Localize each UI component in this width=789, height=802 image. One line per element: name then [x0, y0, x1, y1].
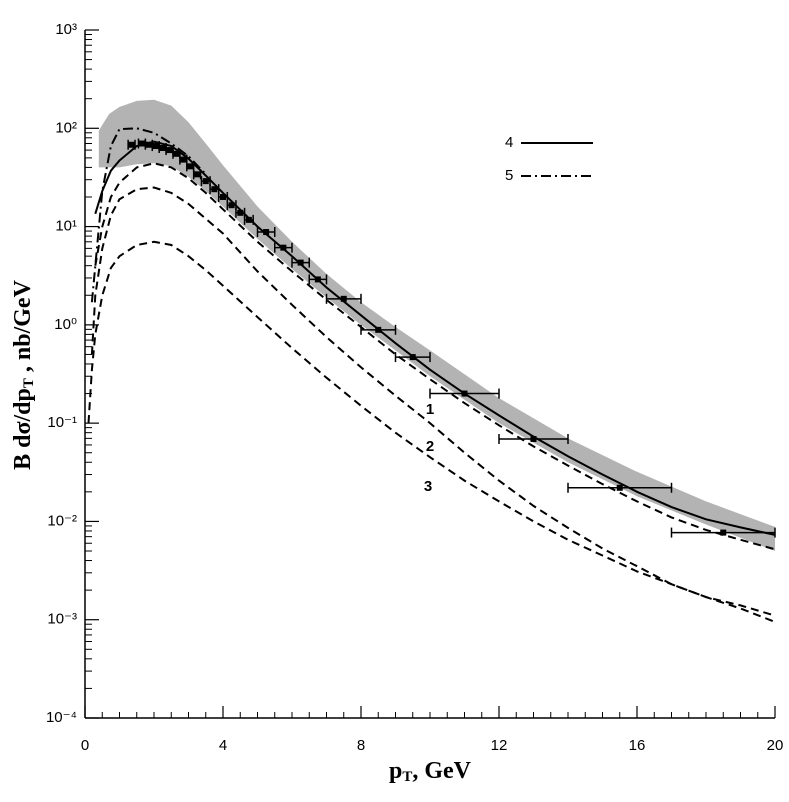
data-point — [180, 156, 187, 163]
y-tick-label: 10² — [55, 119, 77, 136]
y-tick-label: 10⁻³ — [47, 611, 77, 628]
y-tick-label: 10⁻¹ — [47, 414, 77, 431]
data-point — [297, 259, 304, 266]
y-axis-title-sub: T — [21, 378, 37, 388]
data-point — [237, 209, 244, 216]
data-point — [409, 354, 416, 361]
data-point — [245, 216, 252, 223]
x-axis-title-part: p — [389, 758, 402, 784]
x-tick-label: 0 — [81, 737, 89, 754]
data-point — [145, 141, 152, 148]
y-tick-label: 10¹ — [55, 218, 77, 235]
data-point — [138, 140, 145, 147]
y-tick-label: 10⁻² — [47, 512, 77, 529]
data-point — [616, 484, 623, 491]
data-point — [375, 326, 382, 333]
data-point — [720, 529, 727, 536]
x-tick-label: 16 — [629, 737, 646, 754]
data-point — [211, 186, 218, 193]
data-point — [314, 276, 321, 283]
data-point — [280, 244, 287, 251]
data-point — [202, 178, 209, 185]
x-axis-title: pT, GeV — [389, 758, 472, 786]
line — [90, 127, 207, 303]
x-tick-label: 4 — [219, 737, 227, 754]
y-tick-label: 10⁻⁴ — [46, 709, 77, 726]
y-tick-label: 10³ — [55, 21, 77, 38]
data-point — [530, 435, 537, 442]
curve-label: 3 — [424, 478, 432, 495]
data-point — [340, 295, 347, 302]
line — [87, 240, 776, 623]
data-point — [173, 150, 180, 157]
y-axis-title-part: B dσ/dp — [10, 388, 36, 470]
legend-label: 4 — [505, 134, 513, 151]
y-axis-title-part: , nb/GeV — [10, 279, 36, 378]
y-axis-title: B dσ/dpT , nb/GeV — [10, 279, 38, 469]
data-point — [220, 193, 226, 200]
data-point — [194, 171, 201, 178]
x-tick-label: 12 — [491, 737, 508, 754]
legend-label: 5 — [505, 167, 513, 184]
data-point — [152, 143, 159, 150]
data-point — [159, 145, 166, 152]
curve-label: 2 — [426, 438, 434, 455]
data-point — [461, 390, 468, 397]
data-point — [228, 202, 235, 209]
curve-label: 1 — [426, 401, 434, 418]
x-axis-title-part: , GeV — [412, 758, 471, 784]
x-tick-label: 20 — [767, 737, 784, 754]
y-tick-label: 10⁰ — [54, 316, 77, 333]
data-point — [187, 163, 194, 170]
data-point — [166, 147, 173, 154]
x-axis-title-sub: T — [402, 769, 412, 785]
x-tick-label: 8 — [357, 737, 365, 754]
line — [94, 140, 776, 536]
data-point — [128, 141, 135, 148]
data-point — [263, 229, 270, 236]
